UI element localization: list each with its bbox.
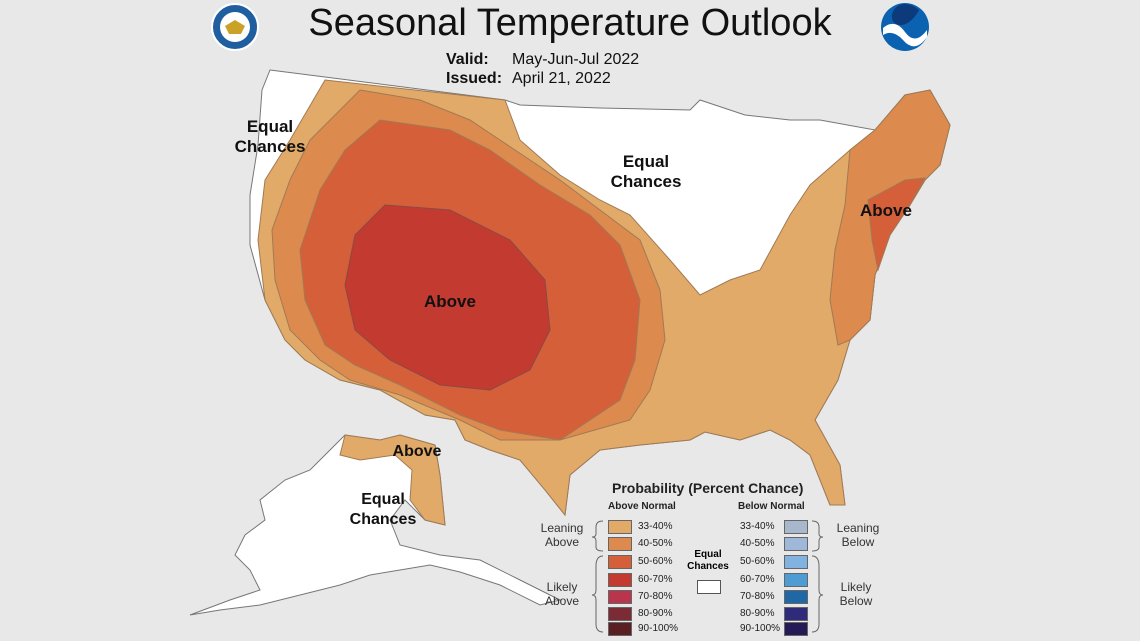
legend-equal-chances-swatch	[697, 580, 721, 594]
map-title: Seasonal Temperature Outlook	[308, 2, 832, 44]
valid-value: May-Jun-Jul 2022	[512, 51, 640, 68]
legend-below-header: Below Normal	[738, 501, 805, 512]
legend-above-item: 90-100%	[608, 622, 688, 636]
legend-below-item: 50-60%	[740, 555, 820, 569]
legend-below-item: 40-50%	[740, 537, 820, 551]
legend-above-item: 50-60%	[608, 555, 688, 569]
legend-above-item: 33-40%	[608, 520, 688, 534]
issued-label: Issued:	[446, 70, 503, 87]
swatch	[608, 622, 632, 636]
label-west-equal-chances: Equal Chances	[234, 117, 306, 156]
swatch	[608, 555, 632, 569]
label-center-equal-chances: Equal Chances	[610, 152, 682, 191]
legend-leaning-above: Leaning Above	[540, 521, 584, 549]
legend-above-item: 40-50%	[608, 537, 688, 551]
legend-above-item: 80-90%	[608, 607, 688, 621]
legend-above-header: Above Normal	[608, 501, 676, 512]
swatch	[608, 537, 632, 551]
legend-below-item: 33-40%	[740, 520, 820, 534]
swatch	[608, 590, 632, 604]
valid-line: Valid: May-Jun-Jul 2022	[446, 51, 639, 69]
swatch	[608, 607, 632, 621]
issued-value: April 21, 2022	[512, 70, 611, 87]
swatch	[784, 590, 808, 604]
valid-label: Valid:	[446, 51, 489, 68]
swatch	[608, 573, 632, 587]
label-alaska-above: Above	[392, 443, 442, 460]
alaska-above-zone	[339, 434, 446, 526]
commerce-seal-icon	[211, 3, 259, 51]
label-alaska-equal-chances: Equal Chances	[349, 491, 417, 528]
zone-ne-50-60	[867, 177, 926, 272]
swatch	[784, 520, 808, 534]
swatch	[784, 537, 808, 551]
legend-leaning-below: Leaning Below	[836, 521, 880, 549]
legend-above-item: 70-80%	[608, 590, 688, 604]
legend-title: Probability (Percent Chance)	[612, 480, 804, 496]
legend-likely-above: Likely Above	[544, 580, 580, 608]
swatch	[784, 607, 808, 621]
legend-equal-chances-label: Equal Chances	[687, 549, 729, 572]
label-northeast-above: Above	[860, 201, 912, 220]
noaa-logo-icon	[881, 3, 929, 51]
legend-likely-below: Likely Below	[839, 580, 873, 608]
swatch	[784, 555, 808, 569]
swatch	[784, 573, 808, 587]
legend-below-item: 60-70%	[740, 573, 820, 587]
zone-sw-60-70	[344, 204, 551, 391]
label-southwest-above: Above	[424, 292, 476, 311]
issued-line: Issued: April 21, 2022	[446, 70, 611, 88]
legend-below-item: 80-90%	[740, 607, 820, 621]
legend-above-item: 60-70%	[608, 573, 688, 587]
legend-below-item: 90-100%	[740, 622, 820, 636]
swatch	[608, 520, 632, 534]
legend-below-item: 70-80%	[740, 590, 820, 604]
swatch	[784, 622, 808, 636]
